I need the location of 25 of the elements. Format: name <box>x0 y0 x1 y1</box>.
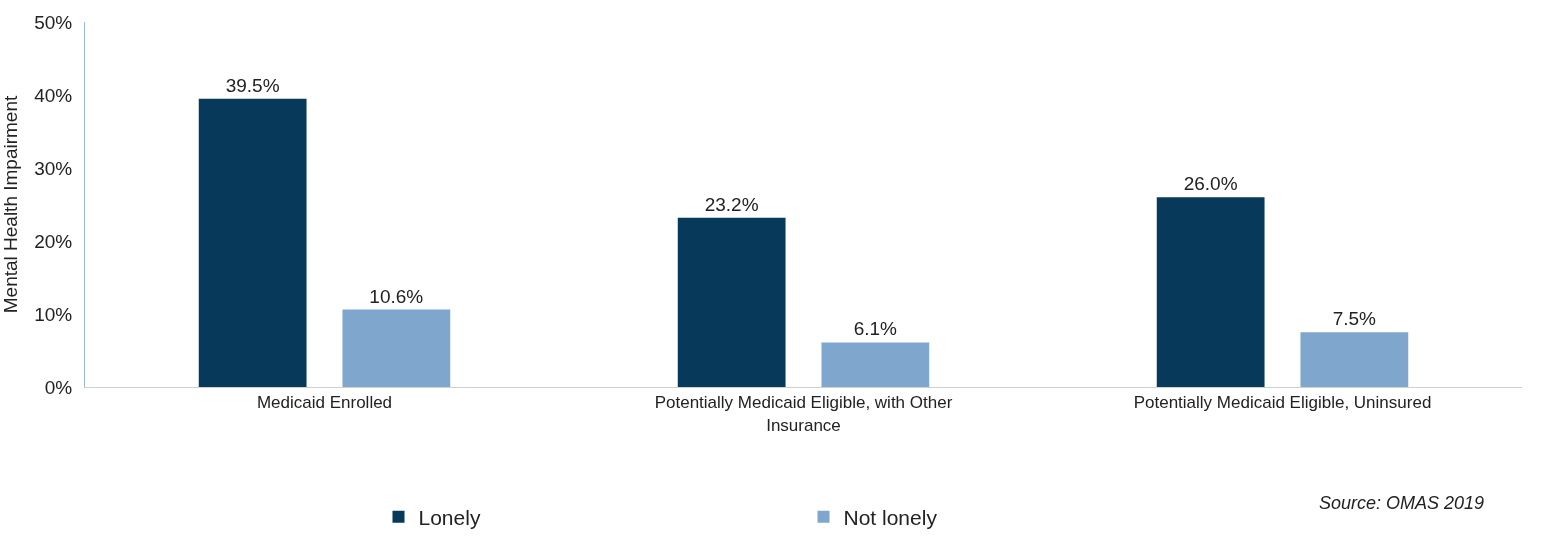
bar <box>677 217 786 387</box>
bar <box>821 342 930 387</box>
bar <box>342 309 451 387</box>
legend-label: Not lonely <box>843 505 938 529</box>
data-label: 10.6% <box>369 285 424 307</box>
y-tick-label: 30% <box>34 157 73 179</box>
y-tick-label: 0% <box>44 376 73 398</box>
source-note: Source: OMAS 2019 <box>1319 493 1485 513</box>
y-tick-label: 10% <box>34 303 73 325</box>
bar <box>1156 197 1265 387</box>
y-tick-label: 20% <box>34 230 73 252</box>
data-label: 23.2% <box>704 193 759 215</box>
x-tick-label: Medicaid Enrolled <box>256 393 393 413</box>
y-tick-label: 50% <box>34 11 73 33</box>
data-label: 6.1% <box>853 318 898 340</box>
x-tick-label: Potentially Medicaid Eligible, with Other Insurance <box>654 393 953 435</box>
y-axis-title: Mental Health Impairment <box>0 95 21 314</box>
bar <box>198 98 307 387</box>
y-tick-label: 40% <box>34 84 73 106</box>
data-label: 26.0% <box>1183 173 1238 195</box>
x-tick-label: Potentially Medicaid Eligible, Uninsured <box>1133 393 1432 413</box>
data-label: 7.5% <box>1332 308 1377 330</box>
data-label: 39.5% <box>225 74 280 96</box>
bar <box>1300 332 1409 387</box>
legend-label: Lonely <box>418 505 481 529</box>
